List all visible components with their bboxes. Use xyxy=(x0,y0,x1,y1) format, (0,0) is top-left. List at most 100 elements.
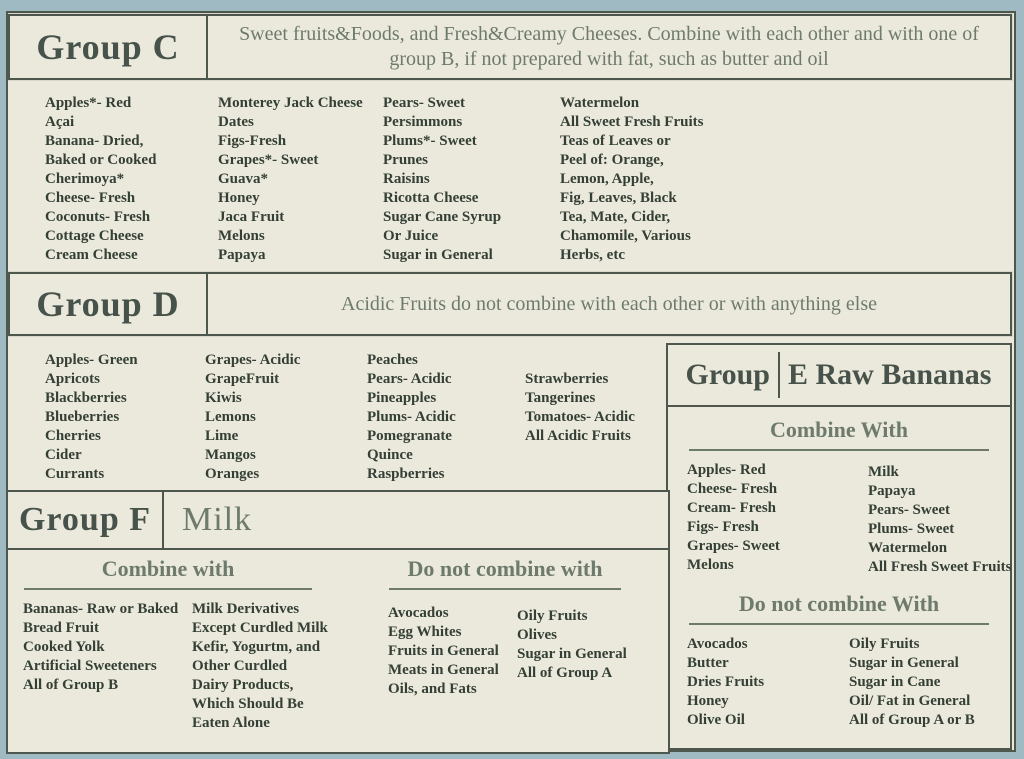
list-item: Watermelon xyxy=(868,540,948,556)
list-item: Figs- Fresh xyxy=(687,519,759,535)
list-item: Blueberries xyxy=(45,409,120,425)
group-e-header: Group E Raw Bananas xyxy=(668,345,1010,407)
list-item: Eaten Alone xyxy=(192,715,270,731)
list-item: Banana- Dried, xyxy=(45,133,144,149)
group-e-avoid-heading: Do not combine With xyxy=(689,591,989,625)
list-item: Fig, Leaves, Black xyxy=(560,190,677,206)
group-c-column-4: Watermelon All Sweet Fresh Fruits Teas of … xyxy=(560,94,703,265)
list-item: Peaches xyxy=(367,352,418,368)
list-item: Sugar Cane Syrup xyxy=(383,209,502,225)
list-item: Grapes*- Sweet xyxy=(218,152,319,168)
list-item: Oily Fruits xyxy=(517,608,588,624)
group-e-title-left: Group xyxy=(668,352,780,398)
list-item: Or Juice xyxy=(383,228,439,244)
list-item: Cheese- Fresh xyxy=(687,481,778,497)
list-item: Lemons xyxy=(205,409,256,425)
list-item: Melons xyxy=(218,228,265,244)
list-item: Teas of Leaves or xyxy=(560,133,671,149)
list-item: Lime xyxy=(205,428,239,444)
group-d-description: Acidic Fruits do not combine with each o… xyxy=(341,292,877,315)
list-item: Cooked Yolk xyxy=(23,639,105,655)
list-item: Pineapples xyxy=(367,390,437,406)
group-f-title-cell: Group F xyxy=(8,492,164,548)
list-item: All of Group A xyxy=(517,665,613,681)
list-item: Kefir, Yogurtm, and xyxy=(192,639,321,655)
list-item: Baked or Cooked xyxy=(45,152,157,168)
group-d-column-1: Apples- Green Apricots Blackberries Blueber… xyxy=(45,351,138,484)
list-item: Honey xyxy=(218,190,260,206)
list-item: Papaya xyxy=(868,483,916,499)
list-item: Bananas- Raw or Baked xyxy=(23,601,179,617)
list-item: Lemon, Apple, xyxy=(560,171,654,187)
list-item: Fruits in General xyxy=(388,643,499,659)
list-item: Watermelon xyxy=(560,95,640,111)
list-item: Pears- Sweet xyxy=(383,95,466,111)
list-item: Apricots xyxy=(45,371,100,387)
list-item: Açai xyxy=(45,114,75,130)
list-item: Milk Derivatives xyxy=(192,601,300,617)
list-item: Tangerines xyxy=(525,390,596,406)
group-f-section: Group F Milk Combine with Do not combine… xyxy=(6,490,670,754)
group-e-title-right: E Raw Bananas xyxy=(788,358,992,391)
list-item: Cider xyxy=(45,447,82,463)
group-e-avoid-column-2: Oily Fruits Sugar in General Sugar in Cane… xyxy=(849,635,975,730)
list-item: Currants xyxy=(45,466,105,482)
group-c-header: Group C Sweet fruits&Foods, and Fresh&Cr… xyxy=(8,14,1012,80)
group-c-description: Sweet fruits&Foods, and Fresh&Creamy Che… xyxy=(239,23,979,70)
list-item: All of Group B xyxy=(23,677,119,693)
list-item: Blackberries xyxy=(45,390,127,406)
list-item: Kiwis xyxy=(205,390,242,406)
list-item: Oranges xyxy=(205,466,260,482)
group-c-column-1: Apples*- Red Açai Banana- Dried, Baked or C… xyxy=(45,94,156,265)
list-item: Egg Whites xyxy=(388,624,462,640)
list-item: Monterey Jack Cheese xyxy=(218,95,363,111)
list-item: GrapeFruit xyxy=(205,371,280,387)
list-item: Sugar in General xyxy=(383,247,493,263)
list-item: Chamomile, Various xyxy=(560,228,691,244)
list-item: All of Group A or B xyxy=(849,712,975,728)
list-item: Avocados xyxy=(388,605,449,621)
list-item: Cheese- Fresh xyxy=(45,190,136,206)
list-item: Butter xyxy=(687,655,729,671)
group-f-avoid-heading: Do not combine with xyxy=(389,556,621,590)
list-item: Apples*- Red xyxy=(45,95,132,111)
group-f-avoid-column-1: Avocados Egg Whites Fruits in General Meats… xyxy=(388,604,499,699)
list-item: Cottage Cheese xyxy=(45,228,144,244)
list-item: Except Curdled Milk xyxy=(192,620,328,636)
list-item: Tea, Mate, Cider, xyxy=(560,209,671,225)
list-item: Apples- Green xyxy=(45,352,138,368)
group-e-combine-heading: Combine With xyxy=(689,417,989,451)
list-item: Oils, and Fats xyxy=(388,681,477,697)
list-item: Herbs, etc xyxy=(560,247,625,263)
list-item: All Sweet Fresh Fruits xyxy=(560,114,704,130)
list-item: Oily Fruits xyxy=(849,636,920,652)
list-item: Olive Oil xyxy=(687,712,745,728)
list-item: Apples- Red xyxy=(687,462,766,478)
list-item: Artificial Sweeteners xyxy=(23,658,157,674)
group-d-description-cell: Acidic Fruits do not combine with each o… xyxy=(208,274,1010,334)
list-item: Cherimoya* xyxy=(45,171,125,187)
list-item: Other Curdled xyxy=(192,658,288,674)
group-f-avoid-column-2: Oily Fruits Olives Sugar in General All of … xyxy=(517,607,627,683)
list-item: Honey xyxy=(687,693,729,709)
list-item: Mangos xyxy=(205,447,256,463)
list-item: Coconuts- Fresh xyxy=(45,209,151,225)
list-item: Dairy Products, xyxy=(192,677,294,693)
list-item: Dries Fruits xyxy=(687,674,765,690)
list-item: Prunes xyxy=(383,152,428,168)
list-item: Strawberries xyxy=(525,371,609,387)
list-item: Sugar in General xyxy=(517,646,627,662)
list-item: Pears- Sweet xyxy=(868,502,951,518)
group-f-title: Group F xyxy=(18,501,151,538)
list-item: Raspberries xyxy=(367,466,445,482)
list-item: Meats in General xyxy=(388,662,499,678)
list-item: Which Should Be xyxy=(192,696,304,712)
list-item: Cherries xyxy=(45,428,101,444)
list-item: Olives xyxy=(517,627,557,643)
group-c-column-3: Pears- Sweet Persimmons Plums*- Sweet Prune… xyxy=(383,94,501,265)
list-item: Plums- Acidic xyxy=(367,409,456,425)
group-f-combine-column-1: Bananas- Raw or Baked Bread Fruit Cooked Y… xyxy=(23,600,178,695)
list-item: Cream Cheese xyxy=(45,247,138,263)
list-item: Grapes- Acidic xyxy=(205,352,301,368)
